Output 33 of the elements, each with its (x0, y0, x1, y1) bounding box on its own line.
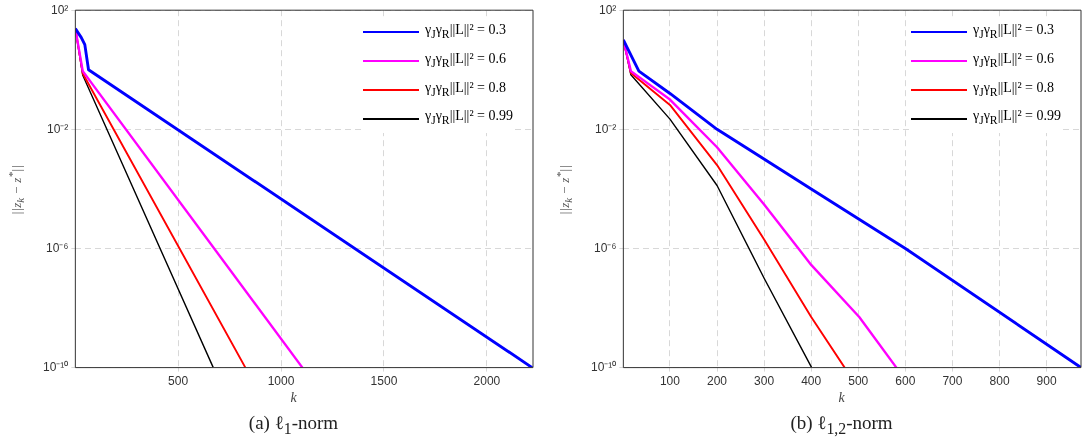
x-tick-label: 100 (659, 374, 681, 389)
x-tick-label: 200 (707, 374, 728, 389)
y-tick-label: 10⁻² (47, 121, 69, 136)
y-tick-label: 10⁻⁶ (46, 240, 69, 255)
x-axis-title: k (838, 390, 845, 405)
y-tick-label: 10⁻¹⁰ (591, 359, 617, 374)
x-tick-label: 500 (168, 374, 189, 389)
x-tick-label: 600 (895, 374, 916, 389)
x-tick-label: 700 (942, 374, 963, 389)
legend-label: γ$_{J}$γ$_{R}$||L||² = 0.6 (972, 49, 1054, 72)
text: (b) ℓ$_{1,2}$-norm (790, 412, 893, 437)
y-tick-label: 10⁻¹⁰ (43, 359, 69, 374)
x-tick-label: 1000 (267, 374, 295, 389)
y-tick-label: 10⁻² (595, 121, 617, 136)
x-tick-label: 900 (1036, 374, 1057, 389)
legend-label: γ$_{J}$γ$_{R}$||L||² = 0.3 (424, 21, 506, 43)
legend-label: γ$_{J}$γ$_{R}$||L||² = 0.6 (424, 49, 506, 72)
x-tick-label: 500 (848, 374, 869, 389)
x-tick-label: 300 (754, 374, 775, 389)
x-tick-label: 400 (801, 374, 822, 389)
legend-label: γ$_{J}$γ$_{R}$||L||² = 0.99 (972, 107, 1061, 130)
text: (a) ℓ$_{1}$-norm (248, 412, 339, 437)
x-tick-label: 800 (989, 374, 1010, 389)
x-tick-label: 2000 (473, 374, 501, 389)
x-tick-label: 1500 (370, 374, 398, 389)
y-tick-label: 10² (51, 2, 69, 17)
y-tick-label: 10⁻⁶ (594, 240, 617, 255)
legend-label: γ$_{J}$γ$_{R}$||L||² = 0.8 (424, 78, 506, 101)
legend-label: γ$_{J}$γ$_{R}$||L||² = 0.99 (424, 107, 513, 130)
legend-label: γ$_{J}$γ$_{R}$||L||² = 0.8 (972, 78, 1054, 101)
y-tick-label: 10² (599, 2, 617, 17)
x-axis-title: k (290, 390, 297, 405)
legend-label: γ$_{J}$γ$_{R}$||L||² = 0.3 (972, 21, 1054, 43)
